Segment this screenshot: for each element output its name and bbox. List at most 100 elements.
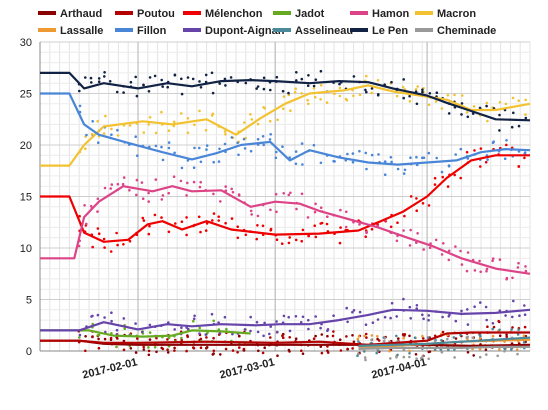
poll-point-dupont-aignan — [376, 318, 380, 321]
poll-point-fillon — [294, 150, 298, 153]
poll-point-le-pen — [255, 87, 258, 90]
poll-point-macron — [104, 114, 107, 118]
poll-point-macron — [282, 107, 285, 111]
poll-point-dupont-aignan — [319, 326, 322, 330]
poll-point-fillon — [199, 160, 203, 164]
poll-point-fillon — [268, 138, 272, 141]
poll-point-fillon — [312, 143, 316, 147]
poll-point-fillon — [154, 144, 158, 148]
poll-point-fillon — [503, 157, 507, 160]
poll-point-melenchon — [141, 216, 145, 220]
poll-point-melenchon — [244, 233, 248, 237]
poll-point-poutou — [269, 336, 272, 339]
poll-point-poutou — [320, 351, 324, 355]
poll-point-hamon — [295, 207, 298, 211]
poll-point-melenchon — [236, 225, 239, 228]
poll-point-macron — [172, 120, 176, 124]
poll-point-poutou — [142, 345, 145, 349]
poll-point-le-pen — [103, 71, 106, 74]
poll-point-arthaud — [205, 346, 209, 349]
poll-point-cheminade — [408, 355, 411, 359]
poll-point-melenchon — [370, 227, 374, 231]
poll-point-hamon — [408, 244, 412, 247]
poll-point-arthaud — [505, 333, 508, 337]
poll-point-macron — [325, 101, 329, 104]
poll-point-hamon — [319, 206, 323, 209]
poll-point-melenchon — [288, 236, 292, 239]
poll-point-arthaud — [484, 348, 488, 352]
poll-point-fillon — [377, 153, 380, 156]
poll-point-melenchon — [484, 160, 488, 164]
poll-point-hamon — [122, 176, 126, 179]
poll-point-hamon — [409, 228, 413, 232]
poll-point-le-pen — [352, 75, 356, 78]
grid — [39, 41, 531, 352]
poll-point-macron — [224, 133, 227, 136]
poll-point-hamon — [192, 180, 196, 184]
poll-point-dupont-aignan — [358, 310, 362, 314]
poll-point-macron — [142, 131, 146, 134]
poll-point-dupont-aignan — [523, 304, 526, 307]
poll-point-poutou — [523, 325, 527, 329]
poll-point-arthaud — [428, 350, 432, 353]
poll-point-le-pen — [447, 112, 451, 115]
poll-point-arthaud — [219, 353, 222, 356]
poll-point-le-pen — [90, 81, 93, 84]
poll-point-hamon — [179, 179, 183, 183]
poll-point-dupont-aignan — [364, 323, 368, 327]
poll-point-dupont-aignan — [307, 318, 310, 322]
poll-point-melenchon — [403, 214, 406, 218]
poll-point-melenchon — [230, 217, 234, 220]
poll-point-hamon — [160, 198, 164, 201]
poll-point-fillon — [351, 152, 355, 155]
poll-point-dupont-aignan — [523, 313, 527, 317]
poll-point-hamon — [517, 261, 520, 265]
poll-point-arthaud — [351, 334, 354, 337]
poll-point-hamon — [103, 186, 107, 190]
poll-point-poutou — [173, 349, 176, 352]
poll-point-jadot — [198, 326, 201, 330]
poll-point-poutou — [199, 337, 203, 341]
poll-point-le-pen — [295, 71, 298, 74]
poll-point-macron — [249, 113, 252, 116]
poll-point-hamon — [237, 194, 241, 197]
poll-point-dupont-aignan — [282, 314, 286, 318]
poll-point-le-pen — [84, 76, 87, 79]
poll-point-macron — [358, 93, 362, 97]
poll-point-dupont-aignan — [173, 328, 176, 331]
poll-point-arthaud — [301, 352, 305, 356]
poll-point-poutou — [300, 349, 303, 353]
poll-point-dupont-aignan — [96, 313, 100, 317]
poll-point-dupont-aignan — [371, 321, 375, 325]
poll-point-hamon — [219, 200, 222, 203]
poll-point-le-pen — [512, 111, 515, 115]
poll-point-macron — [90, 132, 94, 136]
poll-point-arthaud — [326, 334, 329, 338]
poll-point-dupont-aignan — [243, 328, 247, 331]
poll-point-melenchon — [255, 237, 258, 241]
poll-point-dupont-aignan — [383, 315, 387, 319]
poll-point-melenchon — [185, 216, 188, 219]
poll-point-dupont-aignan — [454, 319, 458, 323]
poll-point-le-pen — [377, 93, 380, 96]
poll-point-fillon — [427, 151, 431, 155]
poll-point-hamon — [306, 216, 310, 219]
poll-point-fillon — [205, 144, 209, 147]
poll-point-fillon — [281, 145, 284, 148]
poll-point-fillon — [440, 170, 444, 174]
poll-point-dupont-aignan — [187, 327, 190, 331]
poll-point-jadot — [192, 319, 195, 323]
poll-point-hamon — [96, 210, 99, 213]
poll-point-melenchon — [197, 215, 201, 219]
poll-point-fillon — [274, 156, 278, 160]
poll-point-dupont-aignan — [466, 308, 469, 311]
poll-point-macron — [352, 94, 355, 98]
poll-point-dupont-aignan — [78, 333, 82, 337]
poll-point-dupont-aignan — [255, 320, 259, 324]
poll-point-le-pen — [435, 91, 439, 94]
x-tick-label: 2017-03-01 — [218, 356, 276, 381]
poll-point-cheminade — [485, 353, 488, 356]
poll-point-melenchon — [128, 239, 132, 243]
poll-point-lassalle — [498, 348, 501, 351]
series-line-asselineau — [358, 336, 531, 347]
